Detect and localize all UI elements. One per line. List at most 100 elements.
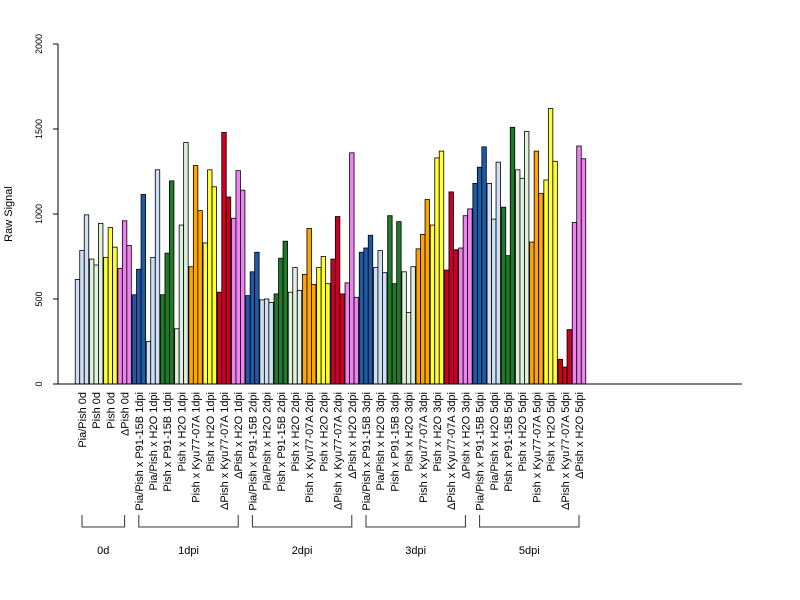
bar bbox=[396, 221, 402, 385]
bar bbox=[131, 294, 137, 385]
bar bbox=[509, 126, 516, 385]
bar bbox=[387, 215, 393, 385]
x-tick-label: Pish x H2O 5dpi bbox=[546, 392, 558, 471]
y-tick-label: 0 bbox=[34, 381, 44, 386]
bar bbox=[83, 214, 90, 385]
bar bbox=[183, 142, 189, 385]
bar bbox=[117, 267, 123, 385]
bar bbox=[282, 240, 288, 385]
x-tick-label: Pish x H2O 5dpi bbox=[517, 392, 529, 471]
group-label: 0d bbox=[97, 545, 109, 557]
group-label: 3dpi bbox=[405, 545, 426, 557]
bar bbox=[292, 267, 298, 385]
bar bbox=[207, 169, 213, 385]
y-axis-title: Raw Signal bbox=[3, 186, 15, 242]
bar bbox=[552, 160, 558, 385]
bar bbox=[524, 131, 530, 385]
bar bbox=[150, 256, 156, 385]
x-tick-labels: Pia/Pish 0d Pish 0d Pish 0d ΔPish 0d Pia/Pis… bbox=[77, 392, 586, 511]
bar bbox=[334, 216, 341, 385]
bar bbox=[145, 341, 152, 385]
bar bbox=[316, 267, 322, 385]
bar bbox=[126, 245, 132, 385]
bar bbox=[325, 283, 331, 385]
bar bbox=[391, 283, 398, 385]
x-tick-label: Pish x Kyu77-07A 1dpi bbox=[191, 392, 203, 503]
bar bbox=[415, 248, 421, 385]
bar bbox=[424, 199, 430, 385]
x-tick-label: Pish 0d bbox=[105, 392, 117, 429]
bar bbox=[557, 358, 563, 385]
bar bbox=[444, 269, 450, 385]
bar bbox=[353, 296, 359, 385]
bar bbox=[93, 264, 99, 385]
bar bbox=[216, 291, 223, 385]
bar bbox=[306, 228, 312, 385]
x-tick-label: Pia/Pish x H2O 2dpi bbox=[262, 392, 274, 490]
x-tick-label: Pish x Kyu77-07A 3dpi bbox=[418, 392, 430, 503]
bar bbox=[164, 252, 170, 385]
bar bbox=[235, 170, 241, 385]
bar bbox=[89, 258, 95, 385]
bar bbox=[140, 194, 146, 385]
group-label: 5dpi bbox=[519, 545, 540, 557]
x-tick-label: Pish x H2O 3dpi bbox=[432, 392, 444, 471]
x-tick-label: Pia/Pish x P91-15B 5dpi bbox=[475, 392, 487, 511]
bar bbox=[576, 145, 582, 385]
y-tick-label: 500 bbox=[34, 291, 44, 306]
x-tick-label: ΔPish x Kyu77-07A 2dpi bbox=[333, 392, 345, 510]
x-tick-label: ΔPish x Kyu77-07A 5dpi bbox=[560, 392, 572, 510]
bar bbox=[543, 179, 549, 385]
bar bbox=[211, 186, 217, 385]
bar bbox=[107, 227, 114, 385]
group-bracket bbox=[81, 515, 126, 528]
x-tick-label: ΔPish x H2O 2dpi bbox=[347, 392, 359, 479]
bar bbox=[448, 191, 454, 385]
bar bbox=[495, 161, 501, 385]
x-tick-label: Pia/Pish x H2O 1dpi bbox=[148, 392, 160, 490]
bar bbox=[249, 271, 256, 385]
bar bbox=[462, 215, 469, 385]
bar bbox=[358, 251, 365, 385]
bar bbox=[287, 291, 294, 385]
bar bbox=[580, 158, 587, 385]
group-bracket bbox=[365, 515, 466, 528]
bar bbox=[259, 299, 265, 385]
x-tick-label: Pish x P91-15B 2dpi bbox=[276, 392, 288, 492]
bar bbox=[472, 182, 478, 385]
x-tick-label: Pia/Pish x P91-15B 3dpi bbox=[361, 392, 373, 511]
bar bbox=[154, 169, 161, 385]
x-tick-label: ΔPish x Kyu77-07A 3dpi bbox=[446, 392, 458, 510]
bar bbox=[486, 182, 492, 385]
y-ticks: 0 500 1000 1500 2000 bbox=[34, 34, 58, 387]
bar bbox=[254, 251, 260, 385]
x-tick-label: Pia/Pish 0d bbox=[77, 392, 89, 448]
bar bbox=[373, 267, 379, 385]
x-tick-label: ΔPish x Kyu77-07A 1dpi bbox=[219, 392, 231, 510]
x-tick-label: Pia/Pish x P91-15B 1dpi bbox=[134, 392, 146, 511]
bar bbox=[169, 180, 175, 385]
bar bbox=[438, 150, 445, 385]
bar bbox=[225, 196, 232, 385]
bar bbox=[245, 295, 251, 385]
bar bbox=[231, 217, 237, 385]
bar bbox=[344, 282, 350, 385]
x-tick-label: Pish x H2O 1dpi bbox=[176, 392, 188, 471]
bar bbox=[192, 165, 199, 385]
bar bbox=[377, 250, 383, 385]
x-tick-label: Pia/Pish x H2O 3dpi bbox=[375, 392, 387, 490]
group-label: 2dpi bbox=[292, 545, 313, 557]
x-tick-label: Pish x P91-15B 1dpi bbox=[162, 392, 174, 492]
bar bbox=[500, 206, 507, 385]
group-bracket bbox=[479, 515, 580, 528]
x-tick-label: Pish x Kyu77-07A 2dpi bbox=[304, 392, 316, 503]
bar bbox=[311, 284, 317, 385]
bar bbox=[98, 222, 104, 385]
bar bbox=[434, 157, 440, 385]
bar bbox=[197, 210, 203, 385]
bar bbox=[278, 257, 284, 385]
bar bbox=[74, 279, 81, 385]
bar bbox=[174, 328, 180, 385]
bar bbox=[330, 258, 336, 385]
bar bbox=[339, 293, 345, 385]
